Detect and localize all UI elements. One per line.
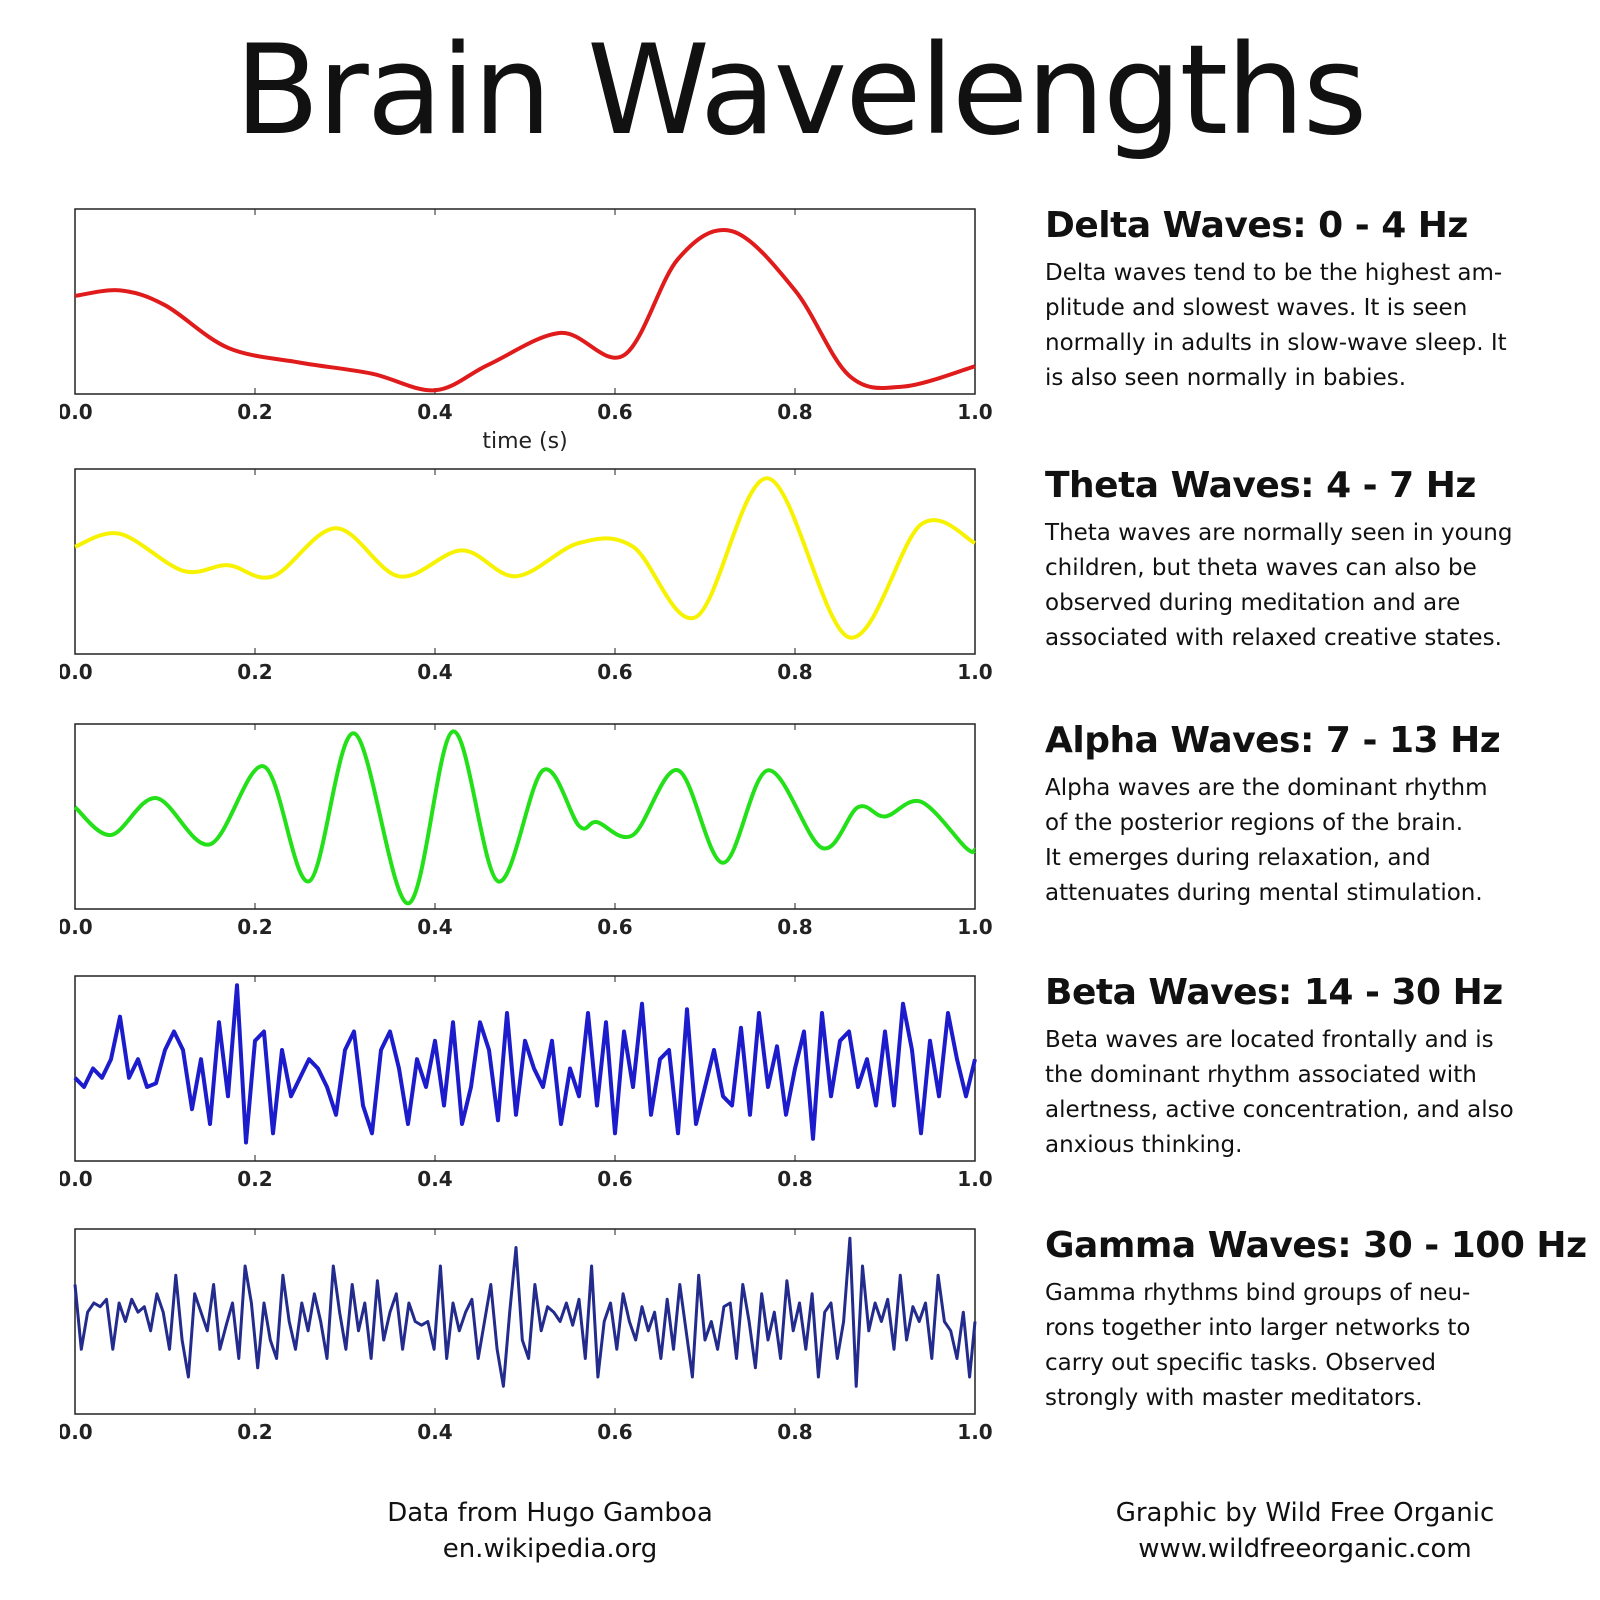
delta-description: Delta Waves: 0 - 4 Hz Delta waves tend to… (1045, 205, 1585, 396)
gamma-tick-label-5: 1.0 (957, 1420, 992, 1444)
alpha-description: Alpha Waves: 7 - 13 Hz Alpha waves are th… (1045, 720, 1585, 911)
beta-tick-label-5: 1.0 (957, 1167, 992, 1191)
delta-text-line: plitude and slowest waves. It is seen (1045, 295, 1468, 321)
delta-text-line: Delta waves tend to be the highest am- (1045, 260, 1503, 286)
alpha-text: Alpha waves are the dominant rhythm of th… (1045, 771, 1585, 911)
beta-tick-label-4: 0.8 (777, 1167, 812, 1191)
delta-tick-label-2: 0.4 (417, 400, 452, 424)
theta-text: Theta waves are normally seen in young ch… (1045, 516, 1585, 656)
theta-tick-label-5: 1.0 (957, 660, 992, 684)
theta-description: Theta Waves: 4 - 7 Hz Theta waves are nor… (1045, 465, 1585, 656)
delta-x-axis-label: time (s) (482, 429, 567, 454)
beta-text: Beta waves are located frontally and is t… (1045, 1023, 1585, 1163)
gamma-description: Gamma Waves: 30 - 100 Hz Gamma rhythms bi… (1045, 1225, 1587, 1416)
gamma-wave-line (73, 1236, 977, 1388)
beta-plot-frame (74, 975, 976, 1162)
footer-left-line-2: en.wikipedia.org (442, 1534, 658, 1564)
alpha-text-line: Alpha waves are the dominant rhythm (1045, 775, 1488, 801)
delta-plot-frame (74, 208, 976, 395)
theta-tick-label-1: 0.2 (237, 660, 272, 684)
delta-text-line: is also seen normally in babies. (1045, 365, 1407, 391)
gamma-text: Gamma rhythms bind groups of neu-rons to… (1045, 1276, 1585, 1416)
wave-row-beta: 0.0 0.2 0.4 0.6 0.8 1.0 Beta Waves: 14 - 30 Hz… (0, 972, 1600, 1232)
page-title: Brain Wavelengths (234, 19, 1368, 163)
gamma-tick-label-0: 0.0 (60, 1420, 93, 1444)
theta-heading: Theta Waves: 4 - 7 Hz (1045, 465, 1476, 506)
gamma-text-line: Gamma rhythms bind groups of neu- (1045, 1280, 1471, 1306)
gamma-text-line: strongly with master meditators. (1045, 1385, 1423, 1411)
beta-tick-label-0: 0.0 (60, 1167, 93, 1191)
footer-right-line-1: Graphic by Wild Free Organic (1115, 1498, 1495, 1528)
gamma-tick-label-2: 0.4 (417, 1420, 452, 1444)
gamma-heading: Gamma Waves: 30 - 100 Hz (1045, 1225, 1587, 1266)
theta-tick-label-2: 0.4 (417, 660, 452, 684)
beta-text-line: anxious thinking. (1045, 1132, 1243, 1158)
theta-chart: 0.0 0.2 0.4 0.6 0.8 1.0 (60, 468, 993, 684)
beta-tick-label-1: 0.2 (237, 1167, 272, 1191)
beta-chart: 0.0 0.2 0.4 0.6 0.8 1.0 (60, 975, 993, 1191)
beta-wave-line (73, 983, 977, 1145)
delta-tick-label-3: 0.6 (597, 400, 632, 424)
gamma-chart: 0.0 0.2 0.4 0.6 0.8 1.0 (60, 1228, 993, 1444)
wave-row-delta: 0.0 0.2 0.4 0.6 0.8 1.0 time (s) Delta Waves: 0… (0, 205, 1600, 465)
alpha-plot-frame (74, 723, 976, 910)
alpha-tick-label-4: 0.8 (777, 915, 812, 939)
delta-tick-label-1: 0.2 (237, 400, 272, 424)
theta-text-line: observed during meditation and are (1045, 590, 1461, 616)
beta-text-line: Beta waves are located frontally and is (1045, 1027, 1494, 1053)
gamma-text-line: carry out specific tasks. Observed (1045, 1350, 1437, 1376)
delta-wave-line (74, 228, 976, 393)
footer-data-credit: Data from Hugo Gamboa en.wikipedia.org (340, 1495, 760, 1567)
alpha-wave-line (73, 729, 977, 906)
delta-text-line: normally in adults in slow-wave sleep. I… (1045, 330, 1507, 356)
footer-left-line-1: Data from Hugo Gamboa (387, 1498, 713, 1528)
theta-tick-label-0: 0.0 (60, 660, 93, 684)
footer-graphic-credit: Graphic by Wild Free Organic www.wildfre… (1080, 1495, 1530, 1567)
delta-text: Delta waves tend to be the highest am-pl… (1045, 256, 1585, 396)
gamma-tick-label-1: 0.2 (237, 1420, 272, 1444)
wave-row-gamma: 0.0 0.2 0.4 0.6 0.8 1.0 Gamma Waves: 30 - 100 … (0, 1225, 1600, 1485)
theta-text-line: associated with relaxed creative states. (1045, 625, 1502, 651)
wave-row-alpha: 0.0 0.2 0.4 0.6 0.8 1.0 Alpha Waves: 7 - 13 Hz… (0, 720, 1600, 980)
delta-tick-label-5: 1.0 (957, 400, 992, 424)
delta-tick-label-0: 0.0 (60, 400, 93, 424)
beta-heading: Beta Waves: 14 - 30 Hz (1045, 972, 1503, 1013)
alpha-heading: Alpha Waves: 7 - 13 Hz (1045, 720, 1501, 761)
alpha-tick-label-3: 0.6 (597, 915, 632, 939)
footer-right-line-2: www.wildfreeorganic.com (1138, 1534, 1472, 1564)
theta-text-line: children, but theta waves can also be (1045, 555, 1477, 581)
beta-description: Beta Waves: 14 - 30 Hz Beta waves are loc… (1045, 972, 1585, 1163)
delta-tick-label-4: 0.8 (777, 400, 812, 424)
alpha-tick-label-0: 0.0 (60, 915, 93, 939)
alpha-text-line: of the posterior regions of the brain. (1045, 810, 1464, 836)
alpha-text-line: attenuates during mental stimulation. (1045, 880, 1483, 906)
delta-heading: Delta Waves: 0 - 4 Hz (1045, 205, 1468, 246)
theta-plot-frame (74, 468, 976, 655)
beta-tick-label-2: 0.4 (417, 1167, 452, 1191)
theta-text-line: Theta waves are normally seen in young (1045, 520, 1513, 546)
theta-wave-line (74, 476, 976, 640)
alpha-tick-label-2: 0.4 (417, 915, 452, 939)
gamma-tick-label-3: 0.6 (597, 1420, 632, 1444)
theta-tick-label-3: 0.6 (597, 660, 632, 684)
beta-text-line: alertness, active concentration, and als… (1045, 1097, 1514, 1123)
alpha-tick-label-5: 1.0 (957, 915, 992, 939)
alpha-chart: 0.0 0.2 0.4 0.6 0.8 1.0 (60, 723, 993, 939)
delta-chart: 0.0 0.2 0.4 0.6 0.8 1.0 time (s) (60, 208, 993, 454)
alpha-text-line: It emerges during relaxation, and (1045, 845, 1431, 871)
beta-text-line: the dominant rhythm associated with (1045, 1062, 1477, 1088)
beta-tick-label-3: 0.6 (597, 1167, 632, 1191)
gamma-text-line: rons together into larger networks to (1045, 1315, 1471, 1341)
gamma-tick-label-4: 0.8 (777, 1420, 812, 1444)
wave-row-theta: 0.0 0.2 0.4 0.6 0.8 1.0 Theta Waves: 4 - 7 Hz T… (0, 465, 1600, 725)
alpha-tick-label-1: 0.2 (237, 915, 272, 939)
theta-tick-label-4: 0.8 (777, 660, 812, 684)
